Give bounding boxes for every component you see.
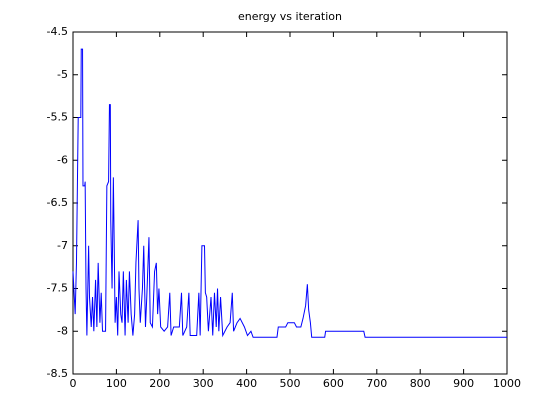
x-tick-label: 300 bbox=[193, 377, 214, 390]
x-tick-label: 900 bbox=[453, 377, 474, 390]
x-tick-label: 600 bbox=[323, 377, 344, 390]
x-tick-label: 200 bbox=[149, 377, 170, 390]
x-tick-label: 0 bbox=[70, 377, 77, 390]
y-tick-label: -5 bbox=[57, 68, 68, 81]
y-tick-label: -6.5 bbox=[47, 196, 68, 209]
y-tick-label: -8.5 bbox=[47, 367, 68, 380]
x-tick-label: 400 bbox=[236, 377, 257, 390]
y-tick-label: -6 bbox=[57, 153, 68, 166]
line-series bbox=[72, 48, 507, 338]
x-tick-label: 700 bbox=[366, 377, 387, 390]
y-tick-label: -7 bbox=[57, 239, 68, 252]
x-tick-label: 500 bbox=[280, 377, 301, 390]
y-tick-label: -4.5 bbox=[47, 25, 68, 38]
x-tick-label: 800 bbox=[410, 377, 431, 390]
x-tick-label: 100 bbox=[106, 377, 127, 390]
y-tick-label: -5.5 bbox=[47, 111, 68, 124]
x-tick-label: 1000 bbox=[493, 377, 521, 390]
chart-title: energy vs iteration bbox=[238, 10, 342, 23]
y-tick-label: -7.5 bbox=[47, 282, 68, 295]
y-tick-label: -8 bbox=[57, 324, 68, 337]
